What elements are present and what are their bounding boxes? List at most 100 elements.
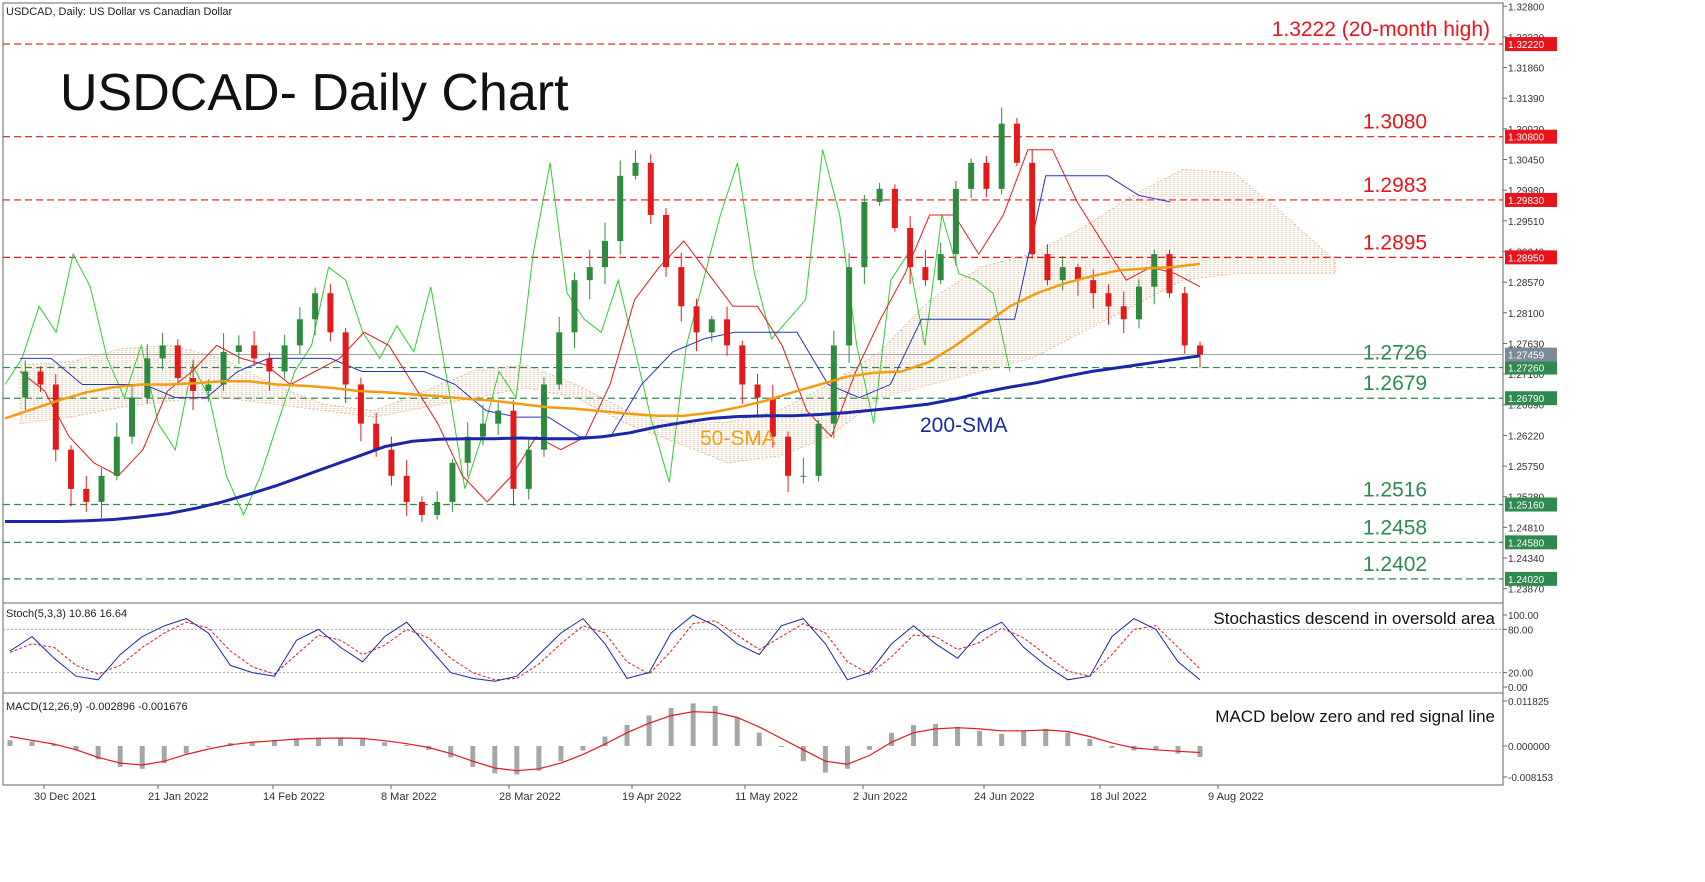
- macd-axis-label: -0.008153: [1508, 773, 1553, 784]
- macd-hist-bar: [977, 730, 983, 746]
- macd-hist-bar: [360, 739, 366, 746]
- current-price-label: 1.27459: [1508, 351, 1545, 362]
- macd-hist-bar: [646, 715, 652, 746]
- candle-body: [373, 423, 380, 450]
- level-label-1.26790: 1.2679: [1363, 372, 1427, 395]
- candle-body: [144, 358, 151, 398]
- candle-body: [342, 332, 349, 385]
- macd-hist-bar: [271, 739, 277, 746]
- level-label-1.24020: 1.2402: [1363, 553, 1427, 576]
- candle-body: [602, 241, 608, 268]
- macd-axis-label: 0.011825: [1508, 697, 1549, 708]
- macd-hist-bar: [1175, 745, 1181, 754]
- level-price-box-label: 1.26790: [1508, 394, 1545, 405]
- candle-body: [891, 188, 898, 228]
- level-label-1.30800: 1.3080: [1363, 111, 1427, 134]
- candle-body: [754, 384, 761, 398]
- candle-body: [647, 162, 654, 215]
- macd-annotation: MACD below zero and red signal line: [1215, 707, 1495, 726]
- ichimoku-cloud: [19, 168, 1336, 464]
- candle-body: [1197, 345, 1203, 355]
- level-price-box: [1505, 250, 1557, 265]
- candle-body: [1044, 254, 1051, 281]
- candle-body: [571, 280, 578, 333]
- candle-body: [37, 371, 44, 385]
- macd-hist-bar: [470, 745, 476, 767]
- level-price-box: [1505, 571, 1557, 586]
- candle-body: [1074, 267, 1081, 281]
- level-price-box-label: 1.30800: [1508, 133, 1545, 144]
- candle-body: [632, 162, 639, 176]
- candle-body: [968, 162, 975, 189]
- candle-body: [52, 384, 59, 450]
- price-axis-label: 1.29510: [1508, 217, 1545, 228]
- macd-hist-bar: [139, 745, 145, 769]
- level-price-box-label: 1.25160: [1508, 501, 1545, 512]
- candle-body: [830, 345, 837, 424]
- macd-hist-bar: [756, 732, 762, 746]
- price-axis-label: 1.25750: [1508, 462, 1545, 473]
- candle-body: [556, 332, 563, 385]
- price-axis-label: 1.31390: [1508, 94, 1545, 105]
- candle-body: [251, 345, 258, 359]
- level-price-box: [1505, 535, 1557, 550]
- macd-hist-bar: [822, 745, 828, 773]
- level-price-box-label: 1.29830: [1508, 196, 1545, 207]
- candle-body: [1090, 280, 1097, 294]
- price-axis-label: 1.24810: [1508, 523, 1545, 534]
- macd-panel-frame: [2, 692, 1504, 786]
- candle-body: [1120, 306, 1127, 320]
- candle-body: [266, 358, 273, 372]
- candle-body: [312, 293, 319, 320]
- candle-body: [281, 345, 288, 372]
- macd-hist-bar: [1087, 739, 1093, 746]
- macd-hist-bar: [338, 737, 344, 746]
- macd-hist-bar: [29, 741, 35, 746]
- macd-hist-bar: [712, 706, 718, 746]
- stoch-annotation: Stochastics descend in oversold area: [1213, 609, 1495, 628]
- price-axis-label: 1.31860: [1508, 64, 1545, 75]
- macd-signal-line: [9, 711, 1201, 772]
- candle-body: [1135, 286, 1142, 320]
- candle-body: [1105, 293, 1112, 307]
- macd-hist-bar: [999, 733, 1005, 746]
- macd-hist-bar: [580, 745, 586, 751]
- macd-hist-bar: [95, 745, 101, 760]
- x-axis-label: 21 Jan 2022: [148, 791, 209, 803]
- candle-body: [983, 162, 990, 189]
- level-label-1.29830: 1.2983: [1363, 174, 1427, 197]
- x-axis-label: 11 May 2022: [735, 791, 798, 803]
- candle-body: [220, 351, 227, 385]
- macd-hist-bar: [1021, 730, 1027, 746]
- current-price-box: [1505, 347, 1557, 362]
- candle-body: [785, 436, 792, 476]
- candle-body: [129, 397, 136, 437]
- candle-body: [495, 410, 502, 424]
- tenkan-line: [19, 149, 1201, 503]
- candle-body: [174, 345, 181, 378]
- macd-hist-bar: [558, 745, 564, 762]
- price-axis-label: 1.32800: [1508, 2, 1545, 13]
- candle-body: [388, 449, 395, 476]
- candle-body: [663, 214, 670, 268]
- level-price-box: [1505, 129, 1557, 144]
- macd-hist-bar: [1109, 745, 1115, 748]
- macd-hist-bar: [293, 738, 299, 746]
- candle-body: [510, 410, 517, 489]
- x-axis-label: 19 Apr 2022: [622, 791, 681, 803]
- candle-body: [1181, 293, 1188, 346]
- symbol-info: USDCAD, Daily: US Dollar vs Canadian Dol…: [6, 6, 233, 18]
- stoch-main-line: [9, 614, 1201, 682]
- level-price-box-label: 1.24020: [1508, 575, 1545, 586]
- sma50-label: 50-SMA: [700, 427, 776, 450]
- macd-hist-bar: [161, 745, 167, 764]
- stoch-axis-label: 100.00: [1508, 611, 1539, 622]
- candle-body: [876, 188, 883, 202]
- level-label-1.24580: 1.2458: [1363, 516, 1427, 539]
- macd-hist-bar: [1153, 745, 1159, 750]
- price-axis-label: 1.26220: [1508, 431, 1545, 442]
- macd-hist-bar: [1197, 745, 1203, 758]
- price-axis-label: 1.28570: [1508, 278, 1545, 289]
- macd-hist-bar: [734, 717, 740, 746]
- price-axis-label: 1.26690: [1508, 401, 1545, 412]
